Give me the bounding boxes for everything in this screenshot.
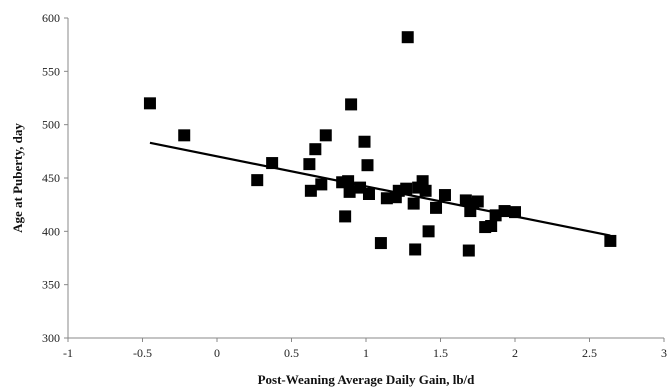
x-axis-title: Post-Weaning Average Daily Gain, lb/d [258, 372, 476, 387]
data-point [266, 157, 279, 170]
data-point [509, 206, 521, 219]
x-tick-label: -0.5 [133, 346, 152, 360]
y-tick-label: 550 [42, 64, 60, 78]
data-point [471, 195, 484, 208]
data-point [401, 31, 414, 44]
data-point [303, 158, 316, 171]
x-tick-label: 2.5 [582, 346, 597, 360]
data-point [498, 205, 511, 218]
trendline-group [149, 141, 611, 237]
data-point [400, 182, 413, 195]
x-tick-label: 0 [214, 346, 220, 360]
data-point [416, 175, 429, 188]
axes: 300 350 400 450 500 550 600 -1 -0.5 0 0.5 1 1.5 2 2.5 3 [42, 11, 667, 360]
data-point [342, 175, 355, 188]
data-point [319, 129, 332, 142]
x-tick-label: 3 [661, 346, 667, 360]
data-point [438, 189, 451, 202]
data-point [409, 243, 422, 256]
data-point [361, 159, 374, 172]
data-point [362, 188, 375, 200]
data-point [251, 174, 264, 187]
y-tick-label: 600 [42, 11, 60, 25]
trendline [149, 141, 611, 237]
data-point [304, 184, 317, 197]
y-tick-label: 500 [42, 118, 60, 132]
y-tick-label: 350 [42, 278, 60, 292]
data-point [430, 201, 443, 214]
y-tick-label: 300 [42, 331, 60, 345]
data-point [339, 210, 352, 223]
y-tick-label: 450 [42, 171, 60, 185]
data-point [345, 98, 358, 111]
data-point [462, 244, 475, 257]
data-points [143, 31, 617, 257]
x-tick-label: 2 [512, 346, 518, 360]
data-point [485, 220, 498, 232]
x-tick-label: -1 [63, 346, 73, 360]
data-point [343, 185, 356, 198]
data-point [604, 234, 617, 247]
data-point [422, 225, 435, 238]
data-point [143, 97, 156, 110]
data-point [358, 135, 371, 148]
x-tick-label: 1 [363, 346, 369, 360]
data-point [419, 184, 432, 197]
y-tick-label: 400 [42, 224, 60, 238]
data-point [407, 197, 420, 210]
x-tick-label: 1.5 [433, 346, 448, 360]
data-point [178, 129, 191, 142]
y-axis-title: Age at Puberty, day [10, 123, 25, 233]
x-tick-label: 0.5 [284, 346, 299, 360]
data-point [315, 178, 328, 191]
data-point [309, 143, 322, 156]
data-point [374, 237, 387, 250]
